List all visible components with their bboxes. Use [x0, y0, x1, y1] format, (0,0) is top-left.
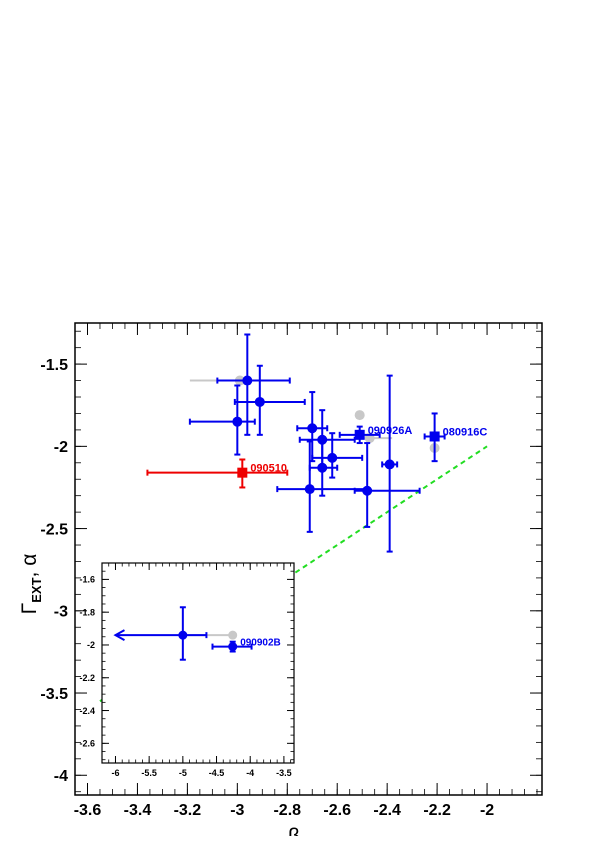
inset-x-tick-label: -5 — [179, 768, 187, 778]
inset-grb-label: 090902B — [240, 638, 281, 649]
inset-frame — [101, 562, 295, 764]
inset-circle-marker — [178, 630, 188, 640]
data-points-group: 090510090926A080916C — [146, 333, 488, 553]
inset-data-points-group: 090902B — [113, 606, 281, 661]
grb-label: 080916C — [443, 426, 488, 438]
square-marker — [237, 467, 248, 478]
inset-circle-marker — [228, 642, 238, 652]
circle-marker — [232, 416, 243, 427]
y-tick-label: -4 — [54, 768, 68, 785]
y-tick-label: -3 — [54, 604, 68, 621]
y-tick-label: -1.5 — [40, 357, 68, 374]
gray-point — [354, 410, 365, 421]
x-tick-label: -3.4 — [124, 802, 152, 819]
x-axis-label: β — [288, 825, 300, 836]
circle-marker — [254, 396, 265, 407]
data-point — [381, 374, 399, 553]
inset-plot: -6 -5.5 -5 -4.5 -4 -3.5 -1.6 -1.8 -2 -2.2 -2.4 -2.6… — [79, 562, 295, 778]
inset-x-tick-label: -3.5 — [276, 768, 292, 778]
circle-marker — [304, 484, 315, 495]
main-axis-ticks: -3.6 -3.4 -3.2 -3 -2.8 -2.6 -2.4 -2.2 -2 -1.5 -2 -2… — [40, 323, 542, 819]
x-tick-label: -3.6 — [74, 802, 102, 819]
data-point — [188, 384, 256, 456]
y-axis-label-sub: EXT — [29, 577, 44, 602]
inset-y-tick-label: -2.6 — [79, 739, 95, 749]
inset-x-tick-label: -5.5 — [141, 768, 157, 778]
grb-label: 090510 — [250, 463, 287, 475]
square-marker — [354, 429, 365, 440]
circle-marker — [307, 423, 318, 434]
inset-limit-arrow-icon — [113, 629, 125, 642]
data-point — [298, 409, 356, 469]
data-point — [276, 440, 369, 533]
inset-data-point — [113, 606, 208, 661]
inset-y-tick-label: -2.2 — [79, 673, 95, 683]
data-point — [353, 442, 421, 528]
data-point — [216, 333, 291, 436]
inset-x-tick-label: -4.5 — [209, 768, 225, 778]
circle-marker — [384, 459, 395, 470]
inset-x-tick-label: -6 — [111, 768, 119, 778]
inset-x-tick-label: -4 — [246, 768, 254, 778]
x-tick-label: -2.8 — [273, 802, 301, 819]
inset-axis-ticks: -6 -5.5 -5 -4.5 -4 -3.5 -1.6 -1.8 -2 -2.2 -2.4 -2.6 — [79, 562, 294, 778]
data-point: 080916C — [423, 412, 488, 463]
y-axis-label-main: Γ — [18, 603, 41, 615]
y-axis-label: ΓEXT, α — [18, 554, 44, 615]
data-point: 090510 — [146, 458, 289, 489]
circle-marker — [327, 452, 338, 463]
square-marker — [429, 431, 440, 442]
x-tick-label: -2.2 — [423, 802, 451, 819]
x-tick-label: -3 — [230, 802, 244, 819]
data-point — [233, 364, 306, 436]
inset-data-point: 090902B — [211, 638, 281, 653]
inset-y-tick-label: -2.4 — [79, 706, 95, 716]
y-tick-label: -2.5 — [40, 521, 68, 538]
y-tick-label: -3.5 — [40, 686, 68, 703]
gray-points-group — [189, 375, 440, 453]
inset-gray-point — [228, 630, 238, 640]
circle-marker — [362, 485, 373, 496]
x-tick-label: -3.2 — [174, 802, 202, 819]
x-tick-label: -2 — [480, 802, 494, 819]
data-point — [311, 432, 364, 479]
x-tick-label: -2.4 — [373, 802, 401, 819]
y-axis-label-tail: , α — [18, 554, 41, 578]
plot-frame — [74, 322, 543, 796]
x-tick-label: -2.6 — [323, 802, 351, 819]
y-tick-label: -2 — [54, 439, 68, 456]
circle-marker — [242, 375, 253, 386]
circle-marker — [317, 462, 328, 473]
inset-y-tick-label: -1.8 — [79, 607, 95, 617]
inset-y-tick-label: -2 — [87, 640, 95, 650]
inset-y-tick-label: -1.6 — [79, 575, 95, 585]
